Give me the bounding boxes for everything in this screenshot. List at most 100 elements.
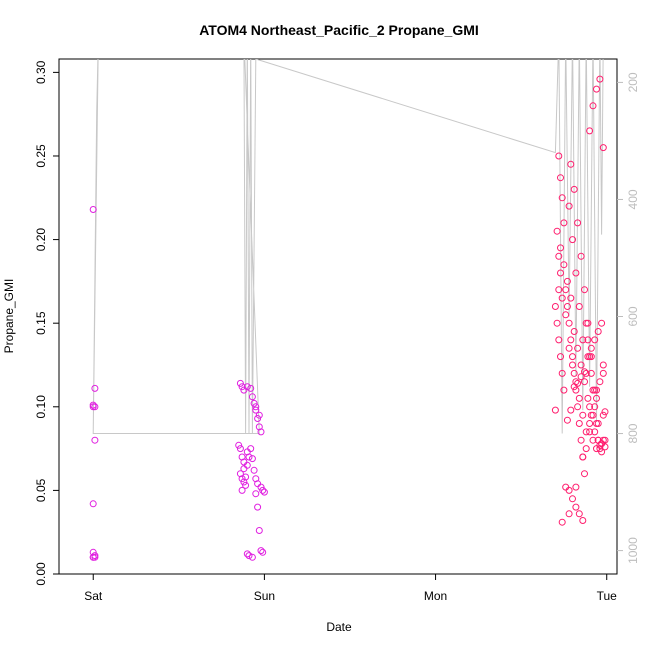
data-point xyxy=(601,443,609,451)
data-point xyxy=(579,336,587,344)
data-point xyxy=(572,378,580,386)
y-tick-label: 0.25 xyxy=(34,144,48,168)
data-point xyxy=(250,466,258,474)
data-point xyxy=(557,353,564,361)
data-point xyxy=(558,294,566,302)
data-point xyxy=(557,174,564,182)
y-tick-label: 0.15 xyxy=(34,311,48,335)
data-point xyxy=(562,483,570,491)
data-point xyxy=(558,194,566,202)
data-point xyxy=(570,328,578,335)
data-point xyxy=(593,394,600,402)
data-point xyxy=(91,436,99,444)
data-point xyxy=(252,403,260,411)
data-point xyxy=(582,445,590,453)
data-point xyxy=(593,85,600,93)
x-tick-label: Sun xyxy=(254,589,275,603)
data-point xyxy=(257,547,265,555)
data-point xyxy=(558,518,566,526)
data-point xyxy=(579,411,587,419)
data-point xyxy=(563,277,571,285)
data-point xyxy=(259,548,267,556)
y-axis-label: Propane_GMI xyxy=(2,279,16,354)
x-tick-label: Sat xyxy=(84,589,103,603)
x-axis-label: Date xyxy=(326,620,352,634)
data-point xyxy=(238,486,246,494)
data-point xyxy=(586,403,594,411)
data-point xyxy=(565,344,573,352)
data-point xyxy=(575,510,583,518)
data-point xyxy=(579,517,587,524)
data-point xyxy=(593,386,600,394)
data-point xyxy=(591,403,599,411)
data-point xyxy=(575,394,583,402)
data-point xyxy=(238,475,246,483)
data-point xyxy=(248,455,256,463)
y-tick-label: 0.10 xyxy=(34,395,48,419)
data-point xyxy=(567,294,575,302)
data-point xyxy=(599,411,607,419)
data-point xyxy=(562,311,570,319)
data-point xyxy=(570,185,578,193)
data-point xyxy=(581,378,588,386)
data-point xyxy=(236,470,244,478)
data-point xyxy=(577,252,585,260)
data-point xyxy=(555,286,563,294)
data-point xyxy=(252,406,260,414)
data-point xyxy=(243,383,251,391)
data-point xyxy=(257,428,265,436)
data-point xyxy=(558,369,566,377)
data-point xyxy=(560,386,568,394)
data-point xyxy=(586,420,594,427)
y-tick-label: 0.05 xyxy=(34,478,48,502)
data-point xyxy=(551,303,559,310)
data-point xyxy=(555,336,563,344)
y2-tick-label: 600 xyxy=(626,306,640,326)
data-point xyxy=(247,384,255,392)
data-point xyxy=(259,486,267,494)
data-point xyxy=(243,550,251,558)
data-point xyxy=(584,336,592,344)
data-point xyxy=(560,219,568,227)
data-point xyxy=(581,286,588,294)
data-point xyxy=(572,386,580,394)
data-point xyxy=(242,481,250,489)
data-point xyxy=(245,552,253,560)
data-point xyxy=(577,436,585,444)
data-point xyxy=(91,553,99,561)
data-point xyxy=(591,336,599,344)
pressure-trace-layer xyxy=(92,59,604,434)
data-point xyxy=(572,269,580,277)
data-point xyxy=(89,548,97,556)
data-point xyxy=(563,303,571,310)
data-point xyxy=(599,361,607,369)
data-point xyxy=(250,399,258,407)
data-point xyxy=(594,328,602,335)
data-point xyxy=(555,252,563,260)
data-point xyxy=(255,527,263,534)
data-point xyxy=(596,75,604,83)
data-point xyxy=(560,261,568,269)
data-point xyxy=(254,503,262,511)
data-point xyxy=(572,503,580,511)
y-axis: 0.00 0.05 0.10 0.15 0.20 0.25 0.30 xyxy=(34,60,59,586)
data-point xyxy=(582,369,590,377)
data-point xyxy=(255,423,263,431)
data-point xyxy=(248,553,256,561)
data-point xyxy=(581,470,588,478)
data-point xyxy=(575,420,583,427)
data-point xyxy=(589,102,597,110)
data-point xyxy=(557,269,564,277)
data-point xyxy=(574,344,582,352)
data-point xyxy=(598,448,606,456)
data-point xyxy=(252,490,260,498)
data-point xyxy=(587,344,595,352)
x-axis: Sat Sun Mon Tue xyxy=(84,574,617,603)
data-point xyxy=(581,368,588,376)
data-point xyxy=(591,428,599,436)
data-point xyxy=(596,378,604,386)
data-point xyxy=(594,420,602,427)
data-point xyxy=(599,369,607,377)
data-point xyxy=(586,127,594,135)
data-point xyxy=(589,436,597,444)
